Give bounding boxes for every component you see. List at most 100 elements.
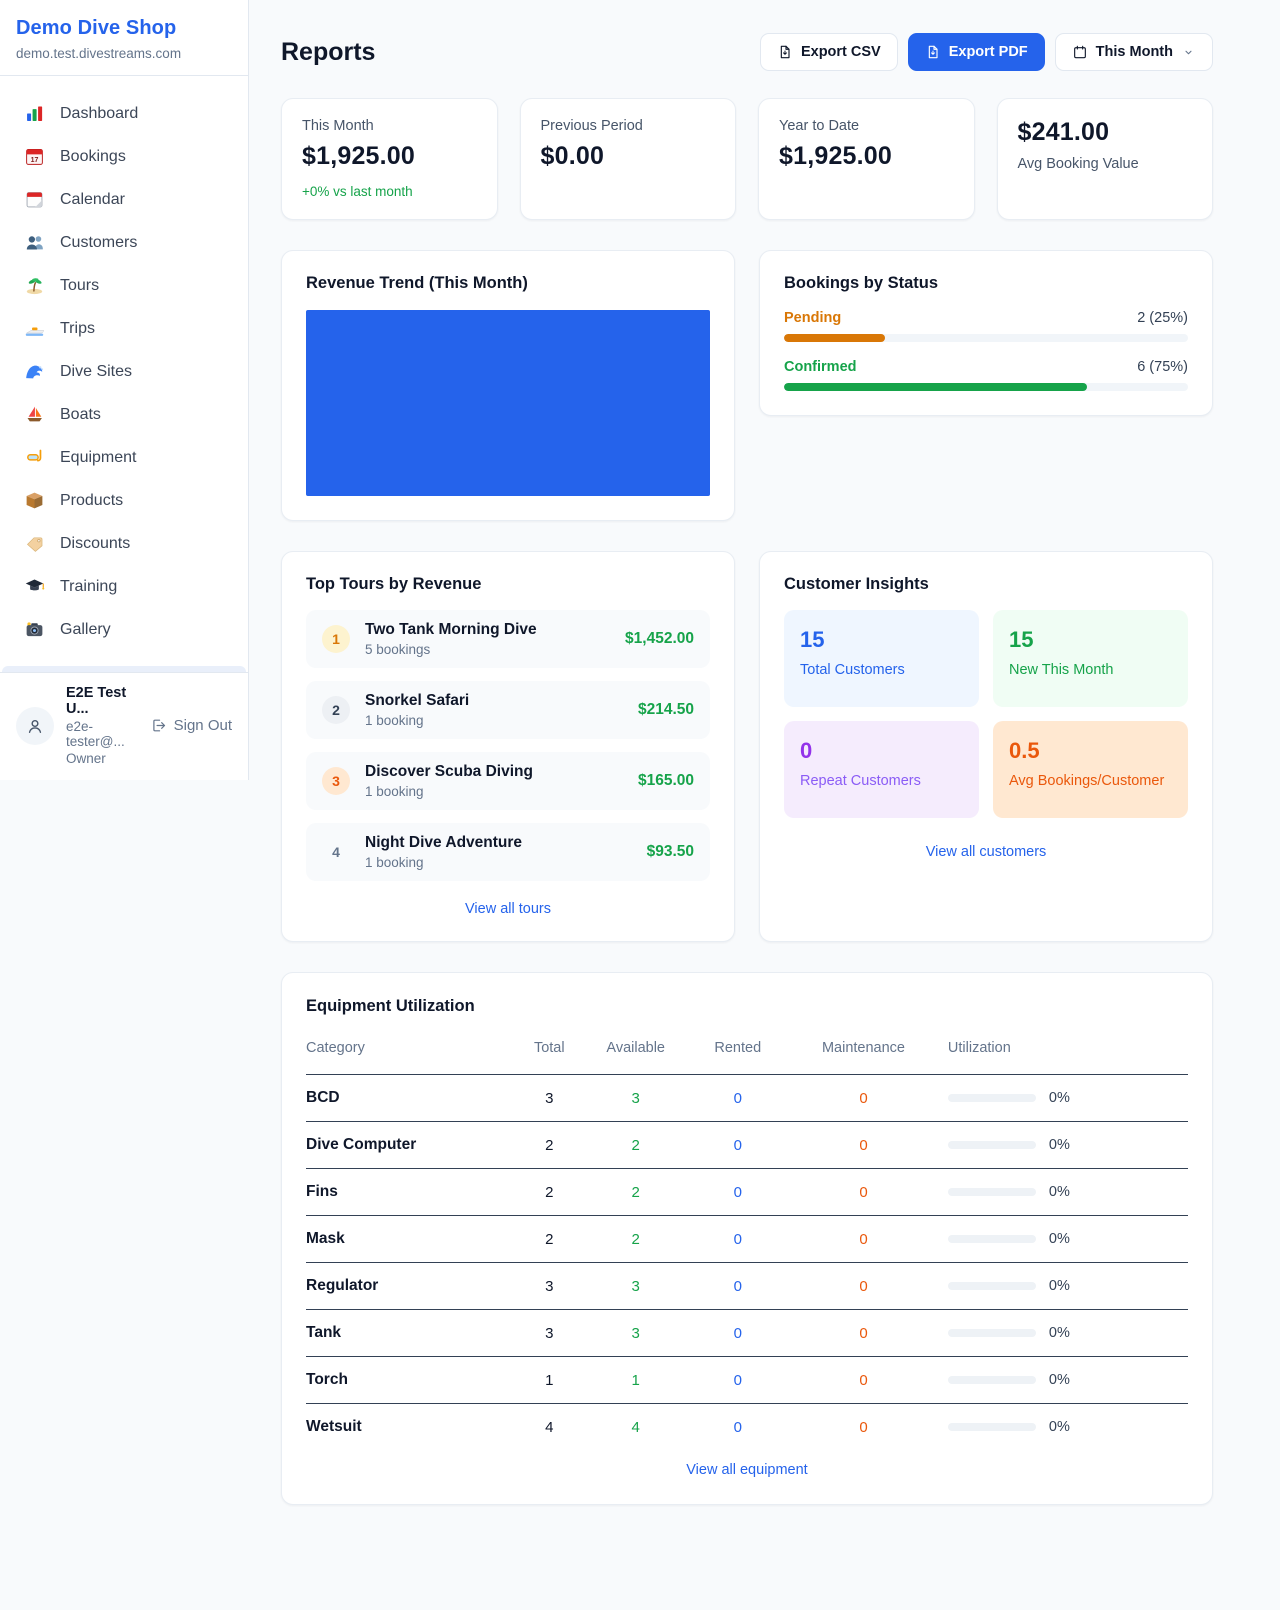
equipment-available: 2 xyxy=(578,1168,693,1216)
user-meta: E2E Test U... e2e-tester@... Owner xyxy=(66,685,138,766)
equipment-total: 2 xyxy=(519,1121,579,1169)
export-csv-button[interactable]: Export CSV xyxy=(759,33,898,71)
chevron-down-icon xyxy=(1185,50,1192,54)
stat-value: $1,925.00 xyxy=(779,142,893,170)
equipment-table-header: Category Total Available Rented Maintena… xyxy=(306,1028,1188,1075)
tour-bookings: 5 bookings xyxy=(365,642,431,657)
rank-badge: 3 xyxy=(322,767,350,795)
tour-bookings: 1 booking xyxy=(365,713,424,728)
tour-revenue: $165.00 xyxy=(637,772,694,789)
equipment-category: Dive Computer xyxy=(306,1121,520,1169)
equipment-maintenance: 0 xyxy=(783,1121,944,1169)
stat-value: $241.00 xyxy=(1017,118,1110,146)
utilization-percent: 0% xyxy=(1048,1090,1070,1106)
tour-row-night-dive-adventure[interactable]: 4 Night Dive Adventure 1 booking $93.50 xyxy=(306,823,710,881)
equipment-available: 4 xyxy=(631,1418,640,1436)
tour-row-discover-scuba-diving[interactable]: 3 Discover Scuba Diving 1 booking $165.0… xyxy=(306,752,710,810)
equipment-rented: 0 xyxy=(733,1418,742,1436)
top-tours-title: Top Tours by Revenue xyxy=(306,575,482,593)
insight-value: 15 xyxy=(800,627,825,652)
rank-badge: 1 xyxy=(322,625,350,653)
sidebar-item-tours[interactable]: Tours xyxy=(14,264,234,307)
export-pdf-button[interactable]: Export PDF xyxy=(907,33,1045,71)
sidebar-item-calendar[interactable]: Calendar xyxy=(14,178,234,221)
equipment-row-bcd: BCD 3 3 0 0 0% xyxy=(306,1074,1188,1122)
sidebar-item-training[interactable]: Training xyxy=(14,565,234,608)
mid-row: Top Tours by Revenue 1 Two Tank Morning … xyxy=(281,551,1213,942)
status-count: 2 (25%) xyxy=(1137,310,1188,326)
sidebar-item-discounts[interactable]: Discounts xyxy=(14,522,234,565)
customer-insights-title: Customer Insights xyxy=(784,575,929,593)
sidebar-item-dive-sites[interactable]: Dive Sites xyxy=(14,350,234,393)
view-all-tours-link[interactable]: View all tours xyxy=(465,901,551,917)
insight-label: Avg Bookings/Customer xyxy=(1009,773,1165,789)
user-email: e2e-tester@... xyxy=(66,719,125,749)
sidebar-item-label: Calendar xyxy=(60,190,125,208)
sidebar-item-label: Gallery xyxy=(60,620,111,638)
column-utilization: Utilization xyxy=(943,1028,1188,1075)
sidebar-item-reports-partial[interactable] xyxy=(2,666,246,672)
utilization-bar xyxy=(947,1376,1036,1384)
sign-out-button[interactable]: Sign Out xyxy=(150,717,232,734)
equipment-rented: 0 xyxy=(692,1356,784,1404)
equipment-maintenance: 0 xyxy=(783,1262,944,1310)
sign-out-icon xyxy=(152,719,165,732)
camera-icon xyxy=(24,619,45,640)
equipment-total: 2 xyxy=(519,1168,579,1216)
tour-row-snorkel-safari[interactable]: 2 Snorkel Safari 1 booking $214.50 xyxy=(306,681,710,739)
rank-badge: 4 xyxy=(332,844,340,860)
tour-name: Night Dive Adventure xyxy=(365,834,523,851)
sidebar-item-boats[interactable]: Boats xyxy=(14,393,234,436)
utilization-bar xyxy=(947,1141,1036,1149)
bookings-by-status-list: Pending 2 (25%) Confirmed 6 (75%) xyxy=(784,310,1188,391)
view-all-customers-link[interactable]: View all customers xyxy=(925,844,1047,860)
utilization-bar xyxy=(947,1423,1036,1431)
equipment-available: 2 xyxy=(578,1215,693,1263)
utilization-bar xyxy=(947,1094,1036,1102)
sidebar-item-customers[interactable]: Customers xyxy=(14,221,234,264)
sidebar-item-label: Products xyxy=(60,491,124,509)
equipment-category: Regulator xyxy=(306,1262,520,1310)
status-progress-bar xyxy=(784,334,1188,342)
insight-grid: 15 Total Customers 15 New This Month 0 R… xyxy=(784,610,1188,818)
equipment-rented: 0 xyxy=(692,1168,784,1216)
equipment-maintenance: 0 xyxy=(783,1215,944,1263)
tour-revenue: $1,452.00 xyxy=(625,630,694,647)
sidebar-item-bookings[interactable]: Bookings xyxy=(14,135,234,178)
bar-chart-icon xyxy=(24,103,45,124)
tour-revenue: $93.50 xyxy=(646,843,694,860)
utilization-percent: 0% xyxy=(1048,1278,1070,1294)
customer-insights-card: Customer Insights 15 Total Customers 15 … xyxy=(759,551,1213,942)
sidebar-item-label: Training xyxy=(60,577,118,595)
insight-label: Repeat Customers xyxy=(800,773,921,789)
equipment-rented: 0 xyxy=(692,1121,784,1169)
equipment-row-regulator: Regulator 3 3 0 0 0% xyxy=(306,1262,1188,1310)
stat-label: Previous Period xyxy=(540,118,643,134)
sidebar-item-label: Trips xyxy=(60,319,95,337)
sidebar-item-gallery[interactable]: Gallery xyxy=(14,608,234,651)
credit-card-icon xyxy=(24,662,45,665)
equipment-total: 4 xyxy=(545,1418,554,1436)
status-row-confirmed: Confirmed 6 (75%) xyxy=(784,359,1188,391)
sidebar-item-equipment[interactable]: Equipment xyxy=(14,436,234,479)
user-role: Owner xyxy=(66,751,106,766)
equipment-total: 3 xyxy=(519,1262,579,1310)
view-all-equipment-link[interactable]: View all equipment xyxy=(686,1462,808,1478)
user-name: E2E Test U... xyxy=(66,685,127,717)
sidebar-item-trips[interactable]: Trips xyxy=(14,307,234,350)
sidebar-item-label: Discounts xyxy=(60,534,131,552)
page-header: Reports Export CSV Export PDF xyxy=(281,33,1213,71)
sidebar-nav: Dashboard Bookings Calendar Customers To… xyxy=(0,76,248,665)
status-label: Pending xyxy=(784,310,842,326)
sidebar-item-dashboard[interactable]: Dashboard xyxy=(14,92,234,135)
equipment-row-wetsuit: Wetsuit 4 4 0 0 0% xyxy=(306,1404,1188,1451)
equipment-total: 1 xyxy=(519,1356,579,1404)
sidebar-item-products[interactable]: Products xyxy=(14,479,234,522)
tour-row-two-tank-morning-dive[interactable]: 1 Two Tank Morning Dive 5 bookings $1,45… xyxy=(306,610,710,668)
tag-icon xyxy=(24,533,45,554)
charts-row: Revenue Trend (This Month) Bookings by S… xyxy=(281,250,1213,521)
sidebar-item-pos[interactable]: POS xyxy=(14,651,234,666)
stat-value: $0.00 xyxy=(540,142,605,170)
utilization-bar xyxy=(947,1188,1036,1196)
period-dropdown[interactable]: This Month xyxy=(1054,33,1213,71)
